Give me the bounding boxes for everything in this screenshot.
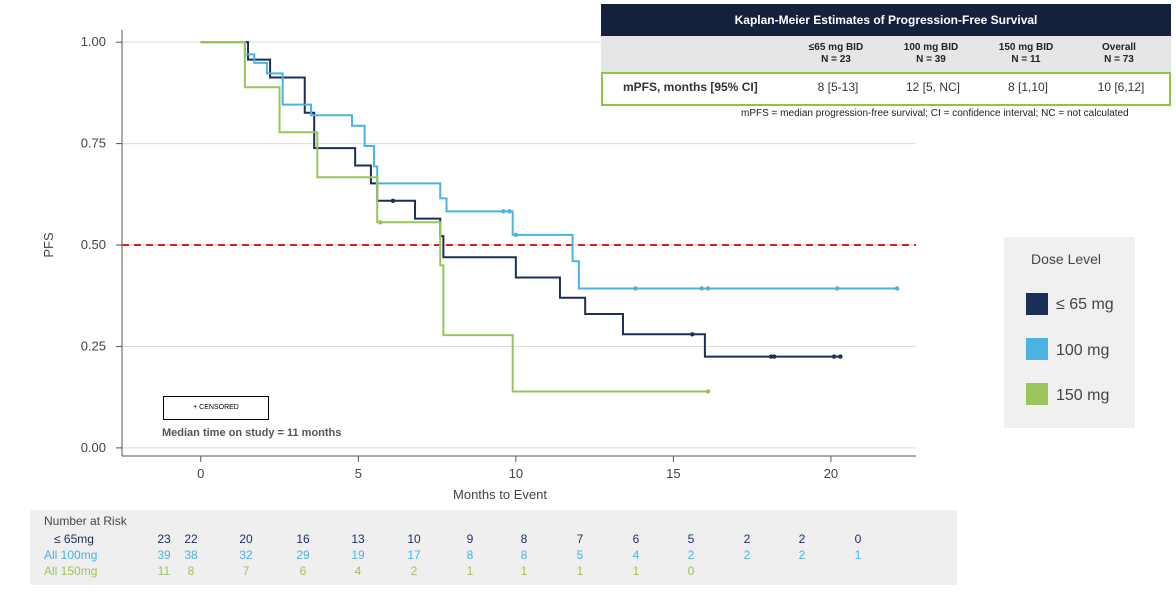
censor-mark bbox=[838, 354, 843, 359]
censor-mark bbox=[772, 354, 777, 359]
risk-count: 0 bbox=[687, 564, 695, 578]
censor-mark bbox=[705, 286, 711, 291]
risk-count: 1 bbox=[854, 548, 862, 562]
col-header-65mg: ≤65 mg BID N = 23 bbox=[808, 42, 864, 65]
risk-count: 17 bbox=[407, 548, 421, 562]
censor-mark bbox=[831, 354, 837, 359]
mpfs-row-label: mPFS, months [95% CI] bbox=[623, 80, 758, 94]
x-axis-label: Months to Event bbox=[453, 487, 547, 502]
risk-row-label: ≤ 65mg bbox=[54, 532, 94, 546]
risk-table-title: Number at Risk bbox=[44, 514, 127, 528]
risk-count: 2 bbox=[798, 532, 806, 546]
risk-count: 5 bbox=[576, 548, 584, 562]
risk-row-label: All 150mg bbox=[44, 564, 98, 578]
y-tick-label: 0.00 bbox=[81, 440, 106, 455]
risk-count: 16 bbox=[296, 532, 310, 546]
censored-key: + CENSORED bbox=[163, 396, 269, 420]
risk-count: 4 bbox=[632, 548, 640, 562]
risk-count: 7 bbox=[576, 532, 584, 546]
col-header-overall: Overall N = 73 bbox=[1102, 42, 1136, 65]
risk-count: 5 bbox=[687, 532, 695, 546]
x-tick-label: 20 bbox=[824, 466, 838, 481]
censor-mark bbox=[513, 232, 519, 238]
risk-count: 6 bbox=[632, 532, 640, 546]
legend-label-150mg: 150 mg bbox=[1056, 387, 1110, 404]
km-curve-1 bbox=[200, 41, 898, 290]
x-tick-label: 0 bbox=[197, 466, 204, 481]
legend-label-100mg: 100 mg bbox=[1056, 342, 1110, 359]
risk-count: 1 bbox=[576, 564, 584, 578]
risk-count: 2 bbox=[410, 564, 418, 578]
col-header-150mg: 150 mg BID N = 11 bbox=[998, 42, 1054, 65]
median-time-note: Median time on study = 11 months bbox=[162, 427, 342, 439]
risk-count: 29 bbox=[296, 548, 310, 562]
censor-mark bbox=[835, 286, 840, 291]
censor-mark bbox=[633, 286, 638, 291]
risk-count: 8 bbox=[520, 532, 528, 546]
risk-count: 32 bbox=[239, 548, 253, 562]
risk-count: 1 bbox=[632, 564, 640, 578]
risk-count: 1 bbox=[466, 564, 474, 578]
censor-mark bbox=[378, 220, 383, 225]
km-table-mpfs-row: mPFS, months [95% CI] 8 [5-13] 12 [5, NC… bbox=[601, 72, 1171, 106]
censor-mark bbox=[690, 332, 695, 337]
censor-mark bbox=[390, 198, 396, 204]
y-tick-label: 0.25 bbox=[81, 338, 106, 353]
legend-swatch-150mg bbox=[1026, 383, 1048, 405]
km-curve-2 bbox=[200, 41, 709, 393]
y-tick-label: 0.50 bbox=[81, 237, 106, 252]
risk-count: 13 bbox=[351, 532, 365, 546]
km-table-col-headers: ≤65 mg BID N = 23 100 mg BID N = 39 150 … bbox=[601, 36, 1171, 72]
y-tick-label: 1.00 bbox=[81, 34, 106, 49]
risk-count: 20 bbox=[239, 532, 253, 546]
x-tick-label: 15 bbox=[666, 466, 680, 481]
legend-title: Dose Level bbox=[1031, 251, 1102, 267]
y-axis-label: PFS bbox=[41, 232, 56, 258]
risk-count: 9 bbox=[466, 532, 474, 546]
risk-count: 2 bbox=[798, 548, 806, 562]
mpfs-overall: 10 [6,12] bbox=[1097, 80, 1145, 94]
risk-count: 8 bbox=[520, 548, 528, 562]
legend-swatch-65mg bbox=[1026, 293, 1048, 315]
censor-mark bbox=[768, 354, 774, 359]
censor-mark bbox=[705, 389, 711, 394]
censor-mark bbox=[507, 209, 512, 214]
mpfs-65mg: 8 [5-13] bbox=[817, 80, 859, 94]
risk-count: 38 bbox=[184, 548, 198, 562]
censor-mark bbox=[894, 286, 900, 291]
km-estimates-table: Kaplan-Meier Estimates of Progression-Fr… bbox=[601, 4, 1171, 106]
risk-count: 4 bbox=[354, 564, 362, 578]
risk-count: 1 bbox=[520, 564, 528, 578]
censor-mark bbox=[699, 286, 704, 291]
legend-swatch-100mg bbox=[1026, 338, 1048, 360]
risk-count: 22 bbox=[184, 532, 198, 546]
risk-count: 19 bbox=[351, 548, 365, 562]
risk-count: 11 bbox=[157, 564, 171, 578]
x-tick-label: 10 bbox=[509, 466, 523, 481]
col-header-100mg: 100 mg BID N = 39 bbox=[903, 42, 959, 65]
legend-label-65mg: ≤ 65 mg bbox=[1056, 296, 1114, 313]
risk-count: 0 bbox=[854, 532, 862, 546]
risk-count: 7 bbox=[242, 564, 250, 578]
x-tick-label: 5 bbox=[355, 466, 362, 481]
risk-row-label: All 100mg bbox=[44, 548, 98, 562]
km-table-title: Kaplan-Meier Estimates of Progression-Fr… bbox=[601, 4, 1171, 36]
censor-mark bbox=[501, 209, 506, 214]
km-table-footnote: mPFS = median progression-free survival;… bbox=[741, 108, 1129, 119]
risk-count: 8 bbox=[466, 548, 474, 562]
risk-count: 23 bbox=[157, 532, 171, 546]
risk-count: 6 bbox=[299, 564, 307, 578]
risk-count: 8 bbox=[187, 564, 195, 578]
risk-count: 2 bbox=[743, 548, 751, 562]
y-tick-label: 0.75 bbox=[81, 136, 106, 151]
mpfs-100mg: 12 [5, NC] bbox=[905, 80, 961, 94]
risk-count: 2 bbox=[743, 532, 751, 546]
risk-count: 2 bbox=[687, 548, 695, 562]
dose-level-legend: Dose Level ≤ 65 mg 100 mg 150 mg bbox=[1004, 237, 1135, 428]
number-at-risk-table: Number at Risk ≤ 65mg 23 22 20 16 13 10 9 8 7 6 5 2 2… bbox=[30, 510, 957, 585]
risk-count: 39 bbox=[157, 548, 171, 562]
mpfs-150mg: 8 [1,10] bbox=[1007, 80, 1049, 94]
risk-count: 10 bbox=[407, 532, 421, 546]
